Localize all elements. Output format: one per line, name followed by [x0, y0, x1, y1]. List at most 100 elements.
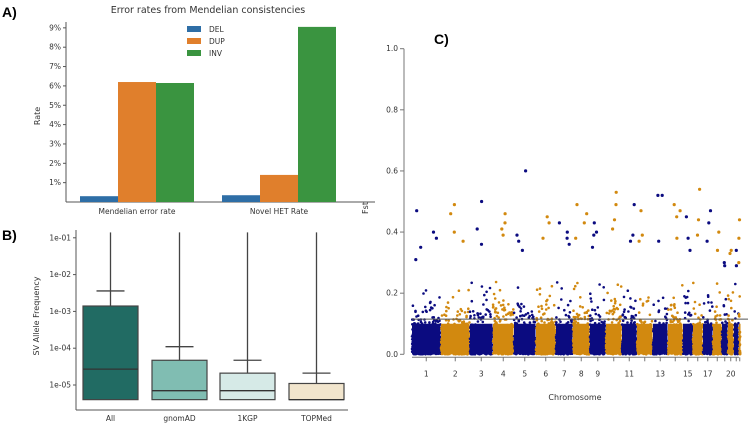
- scatter-point: [540, 304, 543, 308]
- scatter-point: [499, 304, 503, 307]
- scatter-point: [706, 295, 710, 299]
- scatter-point: [594, 312, 598, 316]
- scatter-point: [711, 305, 714, 308]
- scatter-point: [466, 310, 470, 314]
- scatter-point: [458, 313, 462, 316]
- scatter-point: [612, 304, 615, 308]
- scatter-point: [502, 299, 505, 302]
- scatter-point: [622, 310, 626, 314]
- scatter-point: [626, 289, 630, 293]
- scatter-point: [702, 316, 705, 319]
- dense-point-band: [713, 323, 722, 355]
- legend-label: DEL: [209, 25, 225, 34]
- scatter-point: [702, 302, 706, 305]
- scatter-point-peak: [705, 239, 709, 243]
- scatter-point: [507, 303, 510, 306]
- scatter-point: [593, 308, 597, 312]
- scatter-point: [539, 316, 543, 320]
- x-tick-label: 13: [655, 369, 665, 378]
- scatter-point-peak: [698, 187, 702, 191]
- scatter-point: [530, 310, 534, 313]
- scatter-point-peak: [500, 227, 504, 231]
- scatter-point: [503, 306, 506, 310]
- scatter-point: [727, 314, 730, 317]
- scatter-point: [704, 320, 707, 324]
- scatter-point: [519, 310, 522, 313]
- dense-point-band: [536, 323, 556, 355]
- scatter-point: [621, 313, 625, 316]
- scatter-point: [552, 303, 556, 307]
- scatter-point-peak: [696, 218, 701, 222]
- dense-point-band: [412, 323, 441, 355]
- panel-label-a: A): [2, 4, 17, 20]
- scatter-point: [522, 305, 526, 308]
- scatter-point: [493, 310, 497, 314]
- bar-chart-mendelian-error: Error rates from Mendelian consistencies…: [33, 5, 375, 216]
- scatter-point: [650, 319, 654, 323]
- scatter-point: [718, 291, 721, 294]
- scatter-point: [482, 303, 485, 306]
- scatter-point: [496, 311, 500, 315]
- scatter-point: [557, 306, 560, 310]
- scatter-point-peak: [656, 193, 660, 197]
- scatter-point: [473, 314, 476, 317]
- scatter-point: [606, 291, 609, 295]
- scatter-point-peak: [575, 203, 579, 207]
- scatter-point-peak: [678, 209, 682, 213]
- dense-point-band: [637, 323, 653, 355]
- scatter-point: [728, 321, 731, 324]
- scatter-point: [726, 294, 730, 297]
- y-tick-label: 7%: [49, 62, 61, 71]
- scatter-point: [512, 311, 516, 315]
- dense-point-band: [556, 323, 573, 355]
- scatter-point: [520, 302, 523, 306]
- dense-point-band: [470, 323, 493, 355]
- scatter-point: [424, 305, 427, 309]
- scatter-point: [447, 319, 451, 322]
- scatter-point: [494, 280, 498, 284]
- scatter-point: [547, 306, 550, 310]
- scatter-point: [707, 301, 710, 304]
- scatter-point-peak: [592, 221, 596, 225]
- y-tick-label: 1e-04: [49, 344, 71, 353]
- scatter-point-peak: [479, 242, 484, 246]
- scatter-point-peak: [557, 221, 562, 225]
- scatter-point: [572, 309, 575, 313]
- scatter-point: [622, 295, 626, 299]
- scatter-point-peak: [675, 236, 679, 240]
- dense-point-band: [622, 323, 637, 355]
- scatter-point: [517, 319, 521, 323]
- x-tick-label: TOPMed: [300, 414, 332, 423]
- scatter-point: [465, 314, 468, 318]
- scatter-point-peak: [628, 239, 633, 243]
- scatter-point: [618, 319, 622, 323]
- y-tick-label: 0.0: [386, 350, 398, 359]
- scatter-point: [431, 307, 434, 310]
- scatter-point: [481, 320, 485, 324]
- y-tick-label: 0.2: [386, 289, 398, 298]
- scatter-point: [544, 308, 548, 311]
- scatter-point: [733, 310, 736, 313]
- scatter-point-peak: [614, 190, 618, 194]
- x-tick-label: 3: [479, 369, 484, 378]
- scatter-point: [528, 321, 532, 324]
- scatter-point-peak: [452, 203, 456, 207]
- scatter-point: [630, 306, 633, 309]
- scatter-point: [627, 310, 630, 313]
- y-tick-label: 6%: [49, 81, 61, 90]
- scatter-point: [598, 315, 602, 318]
- scatter-point: [470, 281, 474, 285]
- scatter-point: [445, 309, 448, 313]
- scatter-point: [468, 321, 471, 324]
- scatter-point: [414, 310, 417, 314]
- scatter-point-peak: [715, 248, 720, 252]
- scatter-point: [721, 321, 724, 325]
- scatter-point: [499, 319, 502, 322]
- scatter-point: [596, 306, 600, 309]
- scatter-point: [456, 314, 459, 317]
- scatter-point-peak: [594, 230, 599, 234]
- scatter-point-peak: [419, 245, 423, 249]
- scatter-point: [669, 308, 673, 311]
- scatter-point: [670, 314, 674, 318]
- scatter-point: [632, 307, 636, 310]
